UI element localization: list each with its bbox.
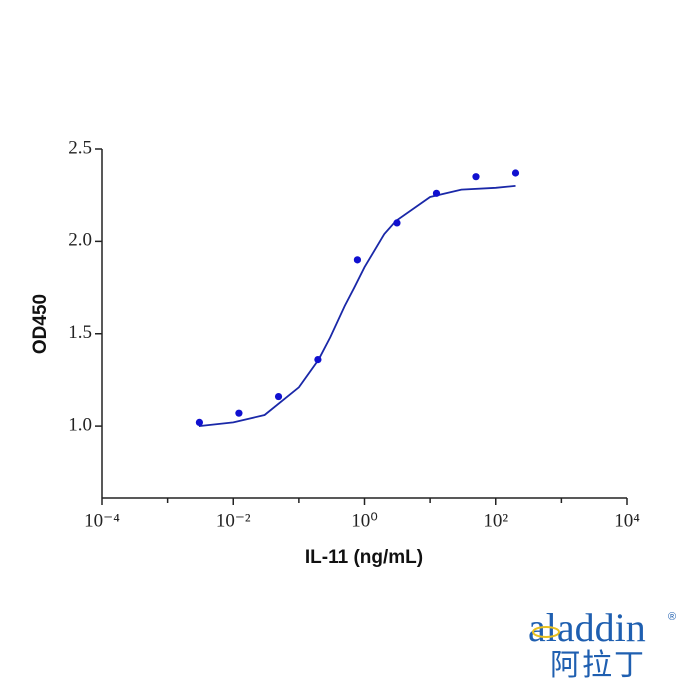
y-tick-label: 2.0: [68, 230, 92, 251]
x-tick-label: 10⁻⁴: [84, 510, 120, 531]
y-tick-label: 2.5: [68, 137, 92, 158]
y-axis-label: OD450: [30, 294, 51, 354]
logo-mark: ®: [668, 611, 676, 623]
data-point: [393, 219, 401, 227]
x-axis-label: IL-11 (ng/mL): [305, 547, 423, 568]
data-point: [274, 392, 283, 401]
data-point: [353, 256, 362, 264]
data-point: [235, 409, 243, 417]
fit-curve: [198, 185, 516, 427]
logo-chinese: 阿拉丁: [550, 648, 646, 683]
logo: aladdin ® 阿拉丁: [528, 605, 676, 683]
data-point: [195, 418, 204, 427]
x-tick-label: 10⁰: [351, 510, 378, 531]
y-tick-label: 1.0: [68, 414, 92, 435]
logo-accent: [532, 626, 560, 638]
y-tick-label: 1.5: [68, 322, 92, 343]
x-tick-label: 10⁻²: [216, 510, 251, 531]
x-tick-label: 10⁴: [614, 510, 640, 531]
x-tick-label: 10²: [483, 510, 508, 531]
data-point: [511, 169, 520, 177]
data-point: [472, 173, 480, 181]
data-point: [314, 356, 322, 364]
data-point: [432, 189, 441, 197]
